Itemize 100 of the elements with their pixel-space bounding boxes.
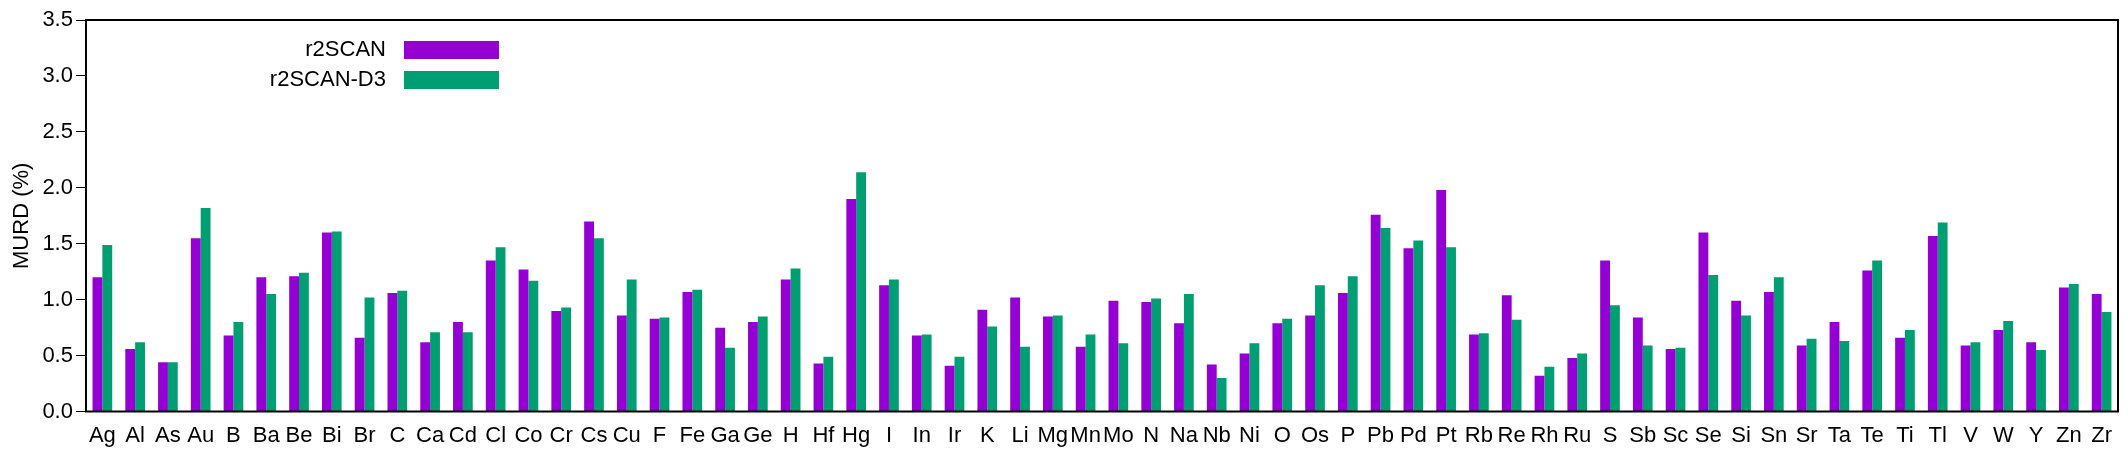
bar [1272, 323, 1283, 412]
bar [888, 279, 899, 412]
bar [321, 232, 332, 412]
x-tick-label: W [1992, 421, 2014, 447]
bar [1600, 260, 1610, 412]
y-tick-label: 0.5 [42, 341, 73, 367]
x-tick-label: Hf [812, 421, 836, 447]
bar [495, 247, 506, 412]
x-tick-label: Cr [549, 421, 573, 447]
x-tick-label: Ba [252, 421, 281, 447]
x-tick-label: Cs [580, 421, 608, 447]
y-tick-label: 3.5 [42, 6, 73, 32]
bar [1577, 353, 1588, 412]
legend-label: r2SCAN [305, 36, 386, 62]
x-tick-label: Be [285, 421, 313, 447]
bar [1174, 323, 1184, 412]
bar [354, 337, 365, 412]
bar [757, 316, 768, 412]
bar [1151, 298, 1161, 412]
x-tick-label: Si [1731, 421, 1751, 447]
bar [331, 231, 342, 412]
x-tick-label: Ca [416, 421, 445, 447]
bar [1764, 291, 1774, 412]
bar [626, 279, 637, 412]
bar [528, 280, 539, 412]
bar [1970, 342, 1981, 412]
bar [748, 322, 758, 412]
bar [518, 269, 529, 412]
bar [223, 335, 234, 412]
bar [256, 277, 267, 412]
bar [1478, 333, 1489, 412]
bar [1862, 270, 1873, 412]
bar [1403, 248, 1414, 412]
bar [1927, 235, 1938, 412]
x-tick-label: Ti [1896, 421, 1914, 447]
bar [92, 277, 103, 412]
x-tick-label: O [1273, 421, 1291, 447]
x-tick-label: Li [1011, 421, 1029, 447]
bar [2026, 342, 2037, 412]
bar [1829, 322, 1840, 412]
y-axis-title: MURD (%) [8, 162, 34, 269]
bar [856, 172, 867, 412]
bar [1052, 315, 1063, 412]
x-tick-label: K [979, 421, 995, 447]
x-tick-label: Hg [842, 421, 871, 447]
x-tick-label: Sr [1795, 421, 1818, 447]
x-tick-label: Zn [2055, 421, 2082, 447]
x-tick-label: Rb [1464, 421, 1493, 447]
bar [823, 356, 834, 412]
bar [1370, 214, 1381, 412]
x-tick-label: Pt [1435, 421, 1457, 447]
bar [1337, 293, 1348, 412]
bar [846, 199, 857, 412]
bar [911, 335, 922, 412]
bar [2036, 350, 2046, 412]
x-tick-label: Na [1169, 421, 1199, 447]
bar [1632, 317, 1643, 412]
bar [2091, 294, 2102, 412]
bar [190, 238, 201, 412]
bar [1796, 345, 1807, 412]
x-tick-label: Au [187, 421, 215, 447]
bar [2101, 312, 2112, 412]
bar [1960, 345, 1971, 412]
x-tick-label: In [912, 421, 931, 447]
bar [1872, 260, 1883, 412]
x-tick-label: Ru [1563, 421, 1592, 447]
bar [462, 332, 473, 412]
bar [1380, 228, 1391, 412]
y-tick-label: 0.0 [42, 397, 73, 423]
bar [1216, 378, 1227, 412]
x-tick-label: Zr [2091, 421, 2112, 447]
x-tick-label: P [1340, 421, 1356, 447]
bar [551, 310, 562, 412]
bar [364, 297, 375, 412]
bar [1708, 275, 1719, 412]
x-tick-label: Sb [1629, 421, 1657, 447]
x-tick-label: Rh [1530, 421, 1559, 447]
bar [1544, 366, 1555, 412]
x-tick-label: Cl [485, 421, 507, 447]
y-tick-label: 3.0 [42, 62, 73, 88]
legend-label: r2SCAN-D3 [269, 66, 386, 92]
bar [1183, 294, 1194, 412]
y-tick-label: 1.5 [42, 229, 73, 255]
bar [1315, 285, 1325, 412]
bar [944, 365, 955, 412]
x-tick-label: Ag [88, 421, 116, 447]
x-tick-label: Cd [448, 421, 477, 447]
bar [1895, 337, 1905, 412]
bar [649, 318, 660, 412]
bar [616, 315, 627, 412]
bar [715, 327, 726, 412]
bar [593, 238, 604, 412]
bar [1413, 240, 1424, 412]
x-tick-label: N [1143, 421, 1160, 447]
x-tick-label: Bi [322, 421, 342, 447]
bar [987, 326, 998, 412]
x-tick-label: Y [2028, 421, 2044, 447]
x-tick-label: Os [1300, 421, 1330, 447]
bar [1446, 247, 1456, 412]
bar [1904, 329, 1915, 412]
